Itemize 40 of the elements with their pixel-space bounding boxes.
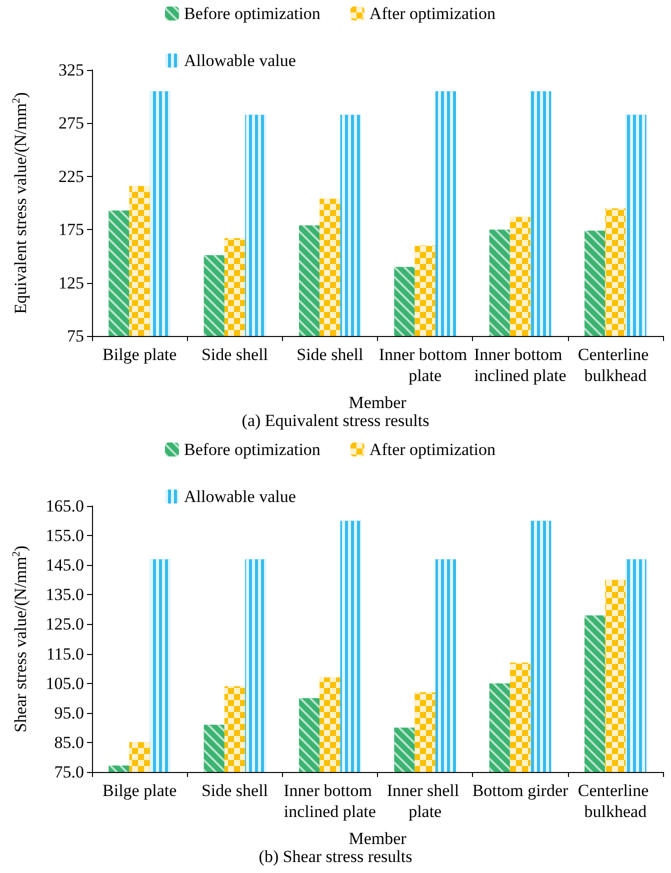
- x-tick-label: Inner bottom inclined plate: [474, 345, 567, 385]
- legend-label: After optimization: [369, 440, 496, 459]
- x-tick-label: Inner bottom inclined plate: [284, 781, 376, 821]
- y-tick-label: 135.0: [46, 585, 84, 604]
- y-tick-label: 225: [58, 166, 84, 186]
- y-axis-title: Shear stress value/(N/mm2): [10, 546, 30, 732]
- x-tick-label: Side shell: [201, 781, 268, 800]
- y-tick-label: 155.0: [46, 526, 84, 546]
- legend-label: Allowable value: [184, 51, 296, 70]
- x-tick-label: Bilge plate: [102, 781, 177, 800]
- y-tick-label: 325: [58, 60, 84, 80]
- y-tick-label: 75.0: [54, 762, 84, 782]
- y-tick-label: 165.0: [46, 496, 84, 516]
- y-tick-label: 175: [58, 220, 84, 240]
- y-tick-label: 115.0: [46, 644, 84, 664]
- legend-label: Before optimization: [184, 440, 321, 459]
- x-tick-label: Side shell: [296, 345, 364, 364]
- y-tick-label: 125.0: [46, 614, 84, 634]
- y-tick-label: 85.0: [54, 732, 84, 752]
- legend-label: Before optimization: [184, 4, 321, 23]
- text: (b) Shear stress results: [258, 847, 412, 866]
- legend-label: After optimization: [369, 4, 496, 23]
- x-axis-title: Member: [348, 393, 407, 412]
- y-tick-label: 145.0: [46, 556, 84, 575]
- x-tick-label: Bilge plate: [102, 345, 177, 364]
- x-tick-label: Side shell: [201, 345, 268, 364]
- x-tick-label: Centerline bulkhead: [578, 345, 653, 385]
- x-tick-label: Inner bottom plate: [378, 345, 472, 385]
- x-tick-label: Centerline bulkhead: [578, 781, 653, 821]
- x-axis-title: Member: [348, 829, 407, 848]
- y-tick-label: 95.0: [54, 703, 84, 722]
- x-tick-label: Inner shell plate: [386, 781, 464, 821]
- x-tick-label: Bottom girder: [472, 781, 569, 800]
- y-tick-label: 105.0: [46, 674, 84, 693]
- y-tick-label: 75: [67, 326, 84, 346]
- y-axis-title: Equivalent stress value/(N/mm2): [10, 92, 30, 314]
- y-tick-label: 275: [58, 114, 84, 133]
- legend-label: Allowable value: [184, 487, 296, 506]
- y-tick-label: 125: [58, 273, 84, 292]
- text: (a) Equivalent stress results: [242, 411, 430, 430]
